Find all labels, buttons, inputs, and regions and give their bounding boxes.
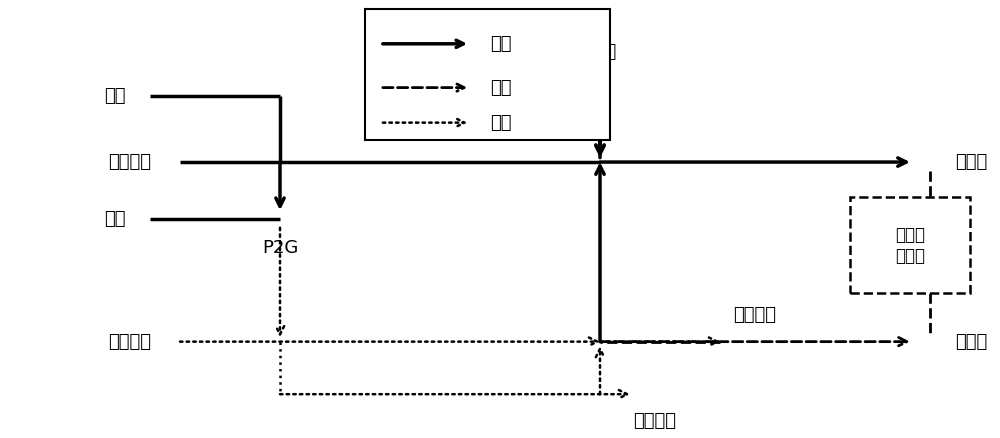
Text: 电储能: 电储能	[584, 43, 616, 61]
Text: 燃气轮机: 燃气轮机	[734, 306, 776, 324]
Text: 综合需
求响应: 综合需 求响应	[895, 226, 925, 265]
Text: 电流: 电流	[490, 35, 512, 53]
Text: 电负荷: 电负荷	[955, 153, 987, 171]
Text: P2G: P2G	[262, 239, 298, 257]
Text: 上级电网: 上级电网	[108, 153, 152, 171]
Bar	[365, 9, 610, 140]
Text: 气流: 气流	[490, 113, 512, 132]
Text: 燃气锅炉: 燃气锅炉	[634, 412, 676, 430]
Text: 光伏: 光伏	[104, 210, 126, 228]
Bar	[850, 197, 970, 293]
Text: 上级气网: 上级气网	[108, 332, 152, 351]
Text: 风机: 风机	[104, 87, 126, 106]
Text: 热负荷: 热负荷	[955, 332, 987, 351]
Text: 热流: 热流	[490, 78, 512, 97]
